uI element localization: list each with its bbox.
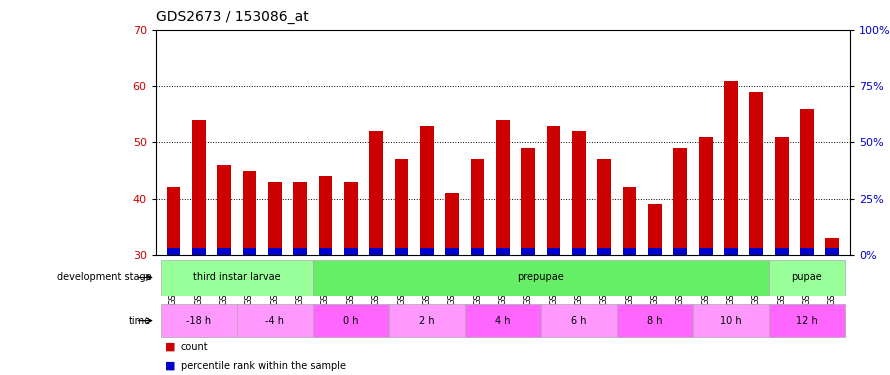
Bar bbox=[800, 109, 813, 255]
Bar bbox=[769, 260, 845, 296]
Bar bbox=[522, 148, 535, 255]
Bar bbox=[800, 248, 813, 255]
Bar bbox=[546, 126, 561, 255]
Text: ■: ■ bbox=[165, 342, 175, 352]
Bar bbox=[243, 248, 256, 255]
Bar bbox=[693, 304, 769, 337]
Bar bbox=[312, 304, 389, 337]
Bar bbox=[541, 304, 617, 337]
Text: 2 h: 2 h bbox=[419, 316, 434, 326]
Bar bbox=[648, 204, 662, 255]
Bar bbox=[319, 248, 333, 255]
Text: GDS2673 / 153086_at: GDS2673 / 153086_at bbox=[156, 10, 309, 24]
Bar bbox=[237, 304, 312, 337]
Text: prepupae: prepupae bbox=[517, 273, 564, 282]
Bar bbox=[465, 304, 541, 337]
Text: development stage: development stage bbox=[57, 273, 151, 282]
Bar bbox=[217, 248, 231, 255]
Text: percentile rank within the sample: percentile rank within the sample bbox=[181, 361, 345, 370]
Text: pupae: pupae bbox=[791, 273, 822, 282]
Bar bbox=[617, 304, 693, 337]
Bar bbox=[597, 159, 611, 255]
Text: 10 h: 10 h bbox=[720, 316, 741, 326]
Bar bbox=[293, 182, 307, 255]
Bar bbox=[369, 131, 383, 255]
Bar bbox=[192, 248, 206, 255]
Bar bbox=[471, 248, 484, 255]
Text: 4 h: 4 h bbox=[495, 316, 511, 326]
Bar bbox=[394, 248, 409, 255]
Bar bbox=[389, 304, 465, 337]
Bar bbox=[648, 248, 662, 255]
Bar bbox=[699, 248, 713, 255]
Bar bbox=[749, 248, 764, 255]
Text: -4 h: -4 h bbox=[265, 316, 284, 326]
Bar bbox=[724, 81, 738, 255]
Text: ■: ■ bbox=[165, 361, 175, 370]
Bar bbox=[166, 248, 181, 255]
Bar bbox=[394, 159, 409, 255]
Bar bbox=[369, 248, 383, 255]
Bar bbox=[420, 126, 433, 255]
Bar bbox=[673, 148, 687, 255]
Bar bbox=[623, 248, 636, 255]
Bar bbox=[496, 248, 510, 255]
Bar bbox=[166, 188, 181, 255]
Bar bbox=[496, 120, 510, 255]
Bar bbox=[769, 304, 845, 337]
Bar bbox=[293, 248, 307, 255]
Bar bbox=[572, 131, 586, 255]
Bar bbox=[319, 176, 333, 255]
Bar bbox=[243, 171, 256, 255]
Text: -18 h: -18 h bbox=[186, 316, 212, 326]
Bar bbox=[825, 248, 839, 255]
Bar bbox=[445, 248, 459, 255]
Bar bbox=[445, 193, 459, 255]
Bar bbox=[268, 248, 282, 255]
Bar bbox=[774, 248, 789, 255]
Bar bbox=[774, 137, 789, 255]
Bar bbox=[597, 248, 611, 255]
Bar bbox=[471, 159, 484, 255]
Bar bbox=[268, 182, 282, 255]
Text: 12 h: 12 h bbox=[796, 316, 818, 326]
Bar bbox=[572, 248, 586, 255]
Text: third instar larvae: third instar larvae bbox=[193, 273, 280, 282]
Bar bbox=[724, 248, 738, 255]
Bar bbox=[312, 260, 769, 296]
Bar bbox=[192, 120, 206, 255]
Text: time: time bbox=[129, 316, 151, 326]
Bar bbox=[161, 304, 237, 337]
Bar bbox=[420, 248, 433, 255]
Bar bbox=[699, 137, 713, 255]
Text: count: count bbox=[181, 342, 208, 352]
Bar bbox=[749, 92, 764, 255]
Bar bbox=[825, 238, 839, 255]
Text: 0 h: 0 h bbox=[343, 316, 359, 326]
Bar bbox=[344, 248, 358, 255]
Bar bbox=[623, 188, 636, 255]
Bar bbox=[522, 248, 535, 255]
Text: 8 h: 8 h bbox=[647, 316, 663, 326]
Bar bbox=[161, 260, 312, 296]
Bar bbox=[673, 248, 687, 255]
Bar bbox=[344, 182, 358, 255]
Bar bbox=[546, 248, 561, 255]
Text: 6 h: 6 h bbox=[571, 316, 587, 326]
Bar bbox=[217, 165, 231, 255]
